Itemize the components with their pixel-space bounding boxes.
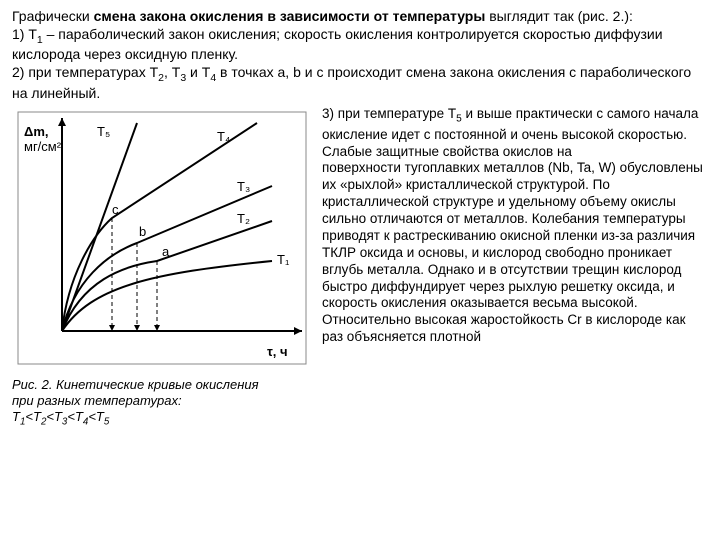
svg-text:T₅: T₅: [97, 124, 110, 139]
svg-text:a: a: [162, 244, 170, 259]
svg-text:T₃: T₃: [237, 179, 250, 194]
paragraph-5: Слабые защитные свойства окислов на пове…: [322, 144, 708, 347]
left-column: Δm,мг/см² τ, ч T₁ T₂ T₃ T₄ T₅ a b c Рис. 2. Кинет…: [12, 106, 312, 427]
paragraph-1: Графически смена закона окисления в зави…: [12, 8, 708, 26]
caption-line2: при разных температурах:: [12, 393, 182, 408]
svg-text:мг/см²: мг/см²: [24, 139, 62, 154]
p3-b: , Т: [164, 64, 180, 80]
paragraph-2: 1) Т1 – параболический закон окисления; …: [12, 26, 708, 64]
p5-line1: Слабые защитные свойства окислов на: [322, 144, 572, 159]
svg-text:Δm,: Δm,: [24, 124, 49, 139]
p1-bold: смена закона окисления в зависимости от …: [94, 8, 486, 24]
top-text-block: Графически смена закона окисления в зави…: [12, 8, 708, 102]
svg-text:τ, ч: τ, ч: [267, 344, 288, 359]
svg-text:b: b: [139, 224, 146, 239]
right-column: 3) при температуре Т5 и выше практически…: [322, 106, 708, 427]
figure-caption: Рис. 2. Кинетические кривые окисления пр…: [12, 377, 312, 427]
svg-text:T₄: T₄: [217, 129, 230, 144]
svg-text:T₂: T₂: [237, 211, 250, 226]
p2-cont: – параболический закон окисления; скорос…: [12, 26, 663, 63]
caption-line1: Рис. 2. Кинетические кривые окисления: [12, 377, 259, 392]
paragraph-3: 2) при температурах Т2, Т3 и Т4 в точках…: [12, 64, 708, 102]
paragraph-4: 3) при температуре Т5 и выше практически…: [322, 106, 708, 143]
p1-pre: Графически: [12, 8, 94, 24]
cap-t: Т: [12, 409, 20, 424]
p5-rest: поверхности тугоплавких металлов (Nb, Ta…: [322, 160, 703, 310]
p2-a: 1) Т: [12, 26, 37, 42]
p1-post: выглядит так (рис. 2.):: [485, 8, 633, 24]
two-column-area: Δm,мг/см² τ, ч T₁ T₂ T₃ T₄ T₅ a b c Рис. 2. Кинет…: [12, 106, 708, 427]
document-page: Графически смена закона окисления в зави…: [0, 0, 720, 436]
p3-a: 2) при температурах Т: [12, 64, 158, 80]
chart-container: Δm,мг/см² τ, ч T₁ T₂ T₃ T₄ T₅ a b c: [12, 106, 312, 371]
oxidation-curves-chart: Δm,мг/см² τ, ч T₁ T₂ T₃ T₄ T₅ a b c: [12, 106, 312, 371]
p4-a: 3) при температуре Т: [322, 106, 456, 121]
svg-text:c: c: [112, 202, 119, 217]
svg-text:T₁: T₁: [277, 252, 290, 267]
p3-c: и Т: [186, 64, 210, 80]
p5-extra: Относительно высокая жаростойкость Cr в …: [322, 312, 686, 344]
